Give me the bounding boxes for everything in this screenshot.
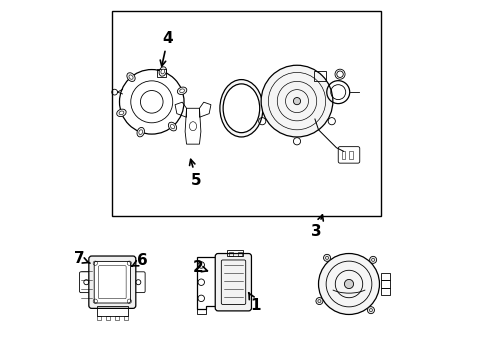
Circle shape (316, 298, 323, 305)
Bar (349, 150, 353, 159)
FancyBboxPatch shape (94, 261, 130, 303)
Bar (115, 316, 119, 320)
Ellipse shape (137, 127, 145, 137)
Ellipse shape (129, 75, 133, 79)
Text: 5: 5 (190, 159, 202, 188)
Bar (238, 252, 242, 256)
Circle shape (294, 98, 300, 105)
Ellipse shape (127, 73, 135, 81)
Bar (342, 150, 345, 159)
Circle shape (369, 256, 377, 264)
Ellipse shape (139, 130, 143, 135)
Bar (381, 273, 390, 280)
Text: 4: 4 (160, 31, 173, 66)
Text: 7: 7 (74, 251, 90, 266)
Ellipse shape (169, 122, 176, 131)
Ellipse shape (223, 84, 260, 133)
Text: 1: 1 (248, 293, 261, 313)
Text: 2: 2 (193, 260, 207, 275)
Bar (227, 250, 243, 256)
Ellipse shape (117, 109, 126, 117)
Bar (97, 306, 127, 316)
Bar (157, 69, 166, 77)
Bar (97, 316, 100, 320)
Ellipse shape (161, 69, 165, 74)
Circle shape (318, 253, 379, 315)
Ellipse shape (180, 89, 184, 93)
Circle shape (261, 65, 333, 137)
Ellipse shape (177, 87, 187, 95)
Bar (381, 288, 390, 296)
Bar (314, 71, 326, 81)
Circle shape (323, 254, 331, 261)
Bar (124, 316, 127, 320)
Bar (112, 12, 381, 216)
Ellipse shape (159, 67, 167, 76)
Bar (106, 316, 110, 320)
Ellipse shape (119, 111, 124, 115)
Text: 6: 6 (132, 253, 148, 268)
Bar (196, 309, 205, 315)
Text: 3: 3 (312, 215, 323, 239)
Ellipse shape (171, 124, 174, 129)
Bar (381, 280, 390, 288)
Bar (229, 252, 233, 256)
FancyBboxPatch shape (215, 253, 251, 311)
Circle shape (368, 307, 374, 314)
Ellipse shape (220, 80, 263, 137)
FancyBboxPatch shape (89, 256, 136, 309)
Circle shape (344, 279, 354, 289)
